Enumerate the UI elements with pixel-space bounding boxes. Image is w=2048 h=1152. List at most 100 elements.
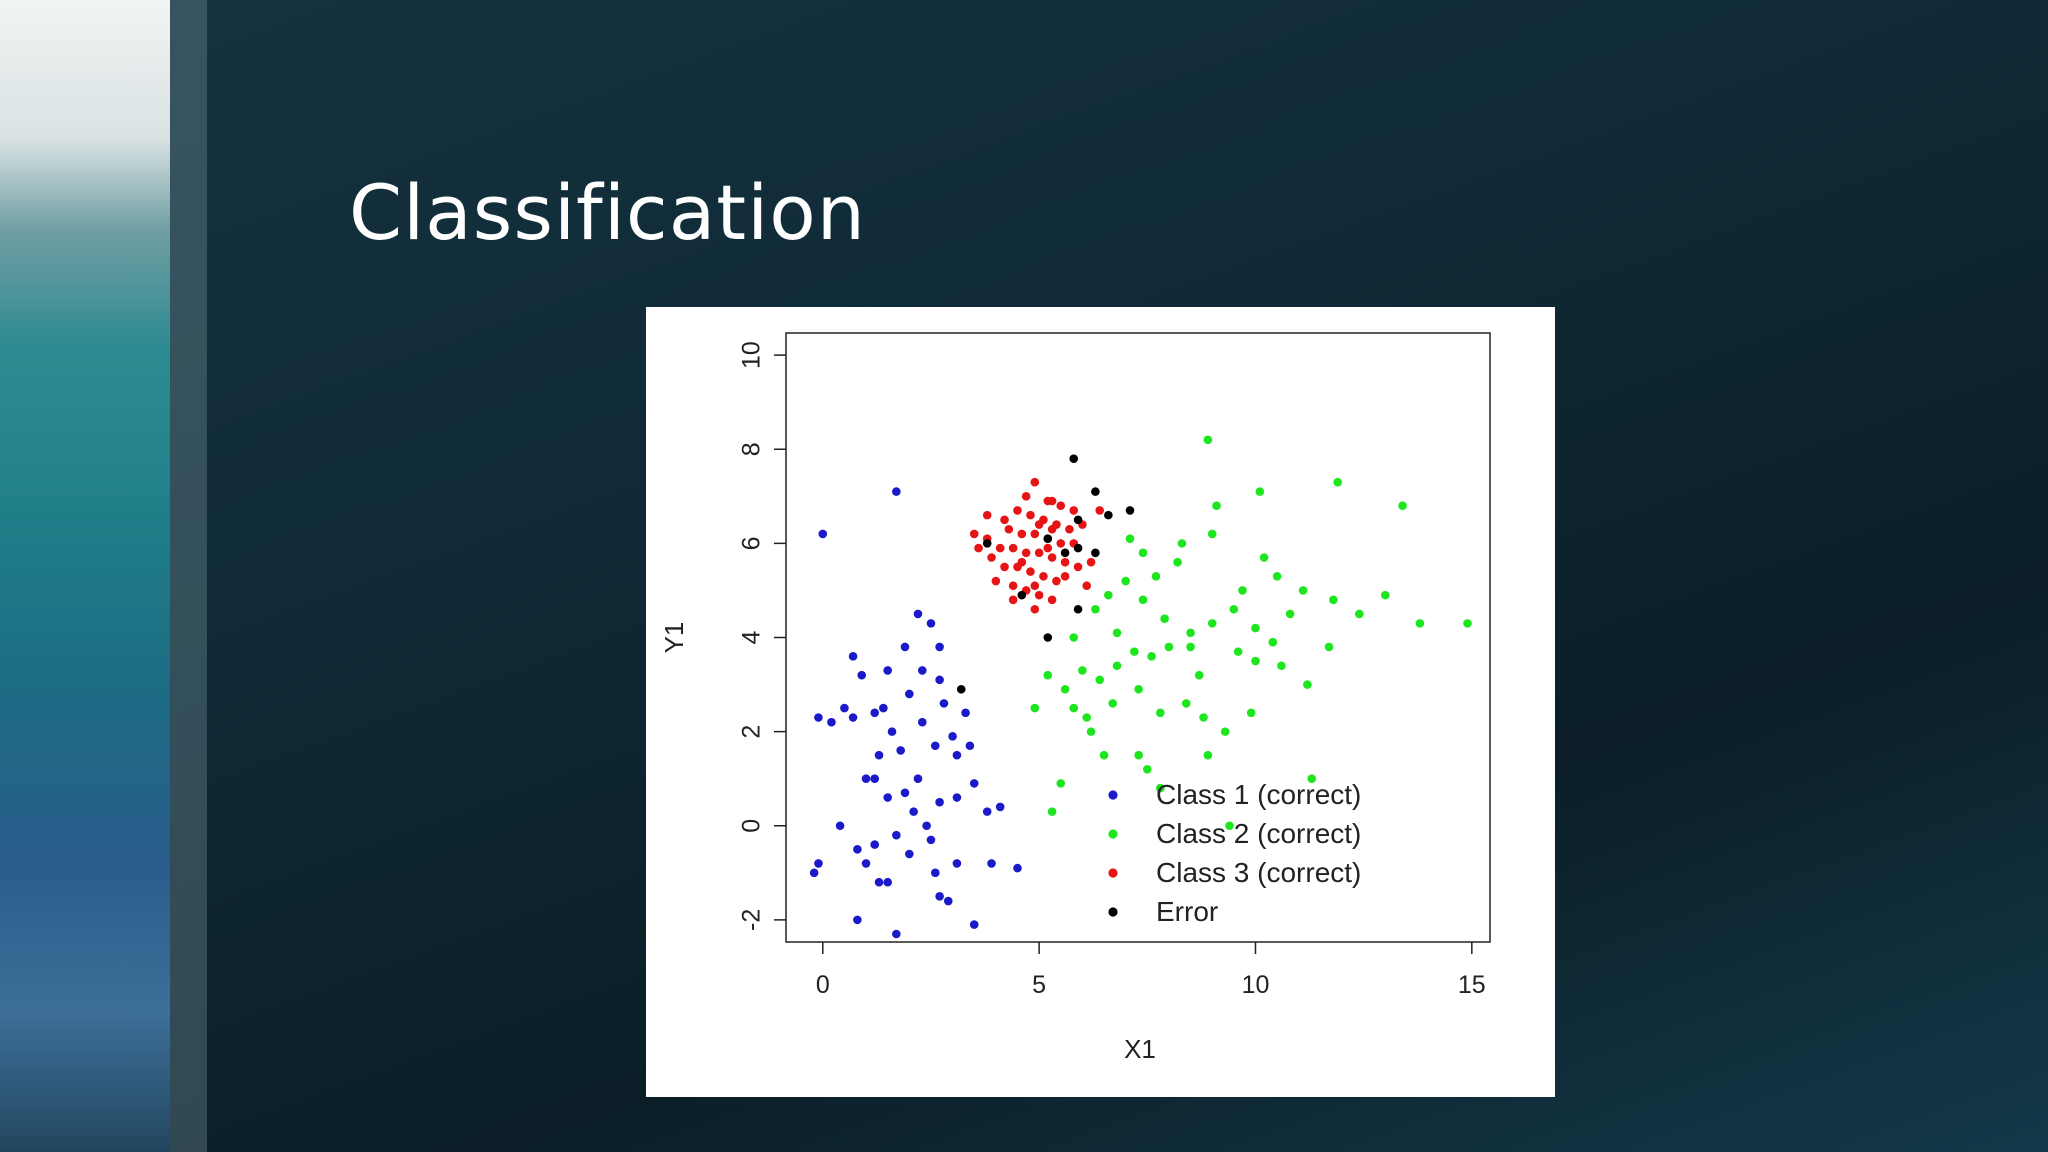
legend-label: Class 2 (correct) (1156, 818, 1361, 849)
point (1246, 708, 1256, 718)
point (1013, 863, 1022, 873)
point (987, 859, 996, 868)
point (1251, 623, 1260, 633)
point (892, 929, 901, 939)
point (913, 609, 923, 619)
point (1021, 492, 1031, 501)
point (900, 788, 910, 798)
point (935, 675, 944, 685)
point (1125, 534, 1135, 543)
point (995, 543, 1005, 553)
point (814, 713, 823, 722)
point (1069, 506, 1079, 515)
point (1463, 619, 1472, 628)
point (1056, 779, 1066, 788)
point (1030, 529, 1040, 539)
y-tick-label: 10 (738, 341, 766, 369)
wave-image (0, 0, 170, 1152)
point (883, 666, 892, 675)
point (1060, 548, 1070, 558)
point (1000, 562, 1009, 572)
point (1155, 708, 1165, 718)
point (814, 859, 823, 868)
chart: 0 5 10 15 -2 0 2 4 6 8 10 X1 Y1 Class 1 (correct) Clas… (646, 307, 1555, 1097)
point (1112, 628, 1122, 638)
y-tick-label: -2 (738, 909, 766, 931)
point (896, 746, 905, 755)
point (1091, 548, 1100, 558)
point (1043, 543, 1053, 553)
slide-title: Classification (349, 168, 866, 257)
y-tick-label: 6 (738, 536, 766, 550)
y-tick-label: 4 (738, 630, 766, 644)
point (939, 699, 949, 708)
point (1238, 586, 1247, 595)
point (909, 807, 918, 816)
x-tick-label: 10 (1242, 971, 1270, 999)
point (809, 868, 819, 878)
point (1082, 581, 1092, 591)
point (1112, 661, 1122, 671)
point (1104, 590, 1113, 600)
point (991, 576, 1001, 586)
point (1060, 557, 1070, 567)
point (1181, 699, 1191, 708)
point (1047, 553, 1057, 562)
point (969, 529, 979, 539)
point (1082, 713, 1092, 722)
point (1078, 666, 1087, 675)
point (900, 642, 910, 652)
y-axis-label: Y1 (659, 622, 689, 654)
point (870, 774, 880, 783)
point (1095, 675, 1105, 685)
point (883, 793, 892, 802)
legend-marker (1108, 829, 1118, 839)
point (853, 844, 862, 854)
point (1017, 590, 1027, 600)
point (1104, 510, 1113, 520)
point (827, 717, 836, 727)
point (1121, 576, 1130, 586)
point (1277, 661, 1286, 671)
point (1073, 562, 1083, 572)
y-tick-label: 0 (738, 819, 766, 833)
accent-strip (170, 0, 207, 1152)
point (861, 859, 871, 868)
point (926, 835, 936, 845)
point (948, 732, 957, 741)
x-axis-label: X1 (1124, 1034, 1156, 1064)
point (917, 717, 927, 727)
point (1173, 557, 1182, 567)
point (1052, 576, 1061, 586)
point (892, 487, 901, 496)
point (965, 741, 975, 751)
point (1091, 604, 1100, 614)
point (1380, 590, 1390, 600)
point (1160, 614, 1169, 623)
point (1017, 557, 1027, 567)
chart-background (646, 307, 1555, 1097)
point (1177, 539, 1187, 548)
point (1324, 642, 1334, 652)
point (1186, 642, 1195, 652)
point (982, 807, 992, 816)
point (969, 920, 979, 929)
point (1073, 515, 1083, 525)
point (1047, 595, 1057, 605)
point (905, 849, 914, 859)
point (961, 708, 970, 718)
point (1026, 510, 1035, 520)
point (1065, 524, 1074, 534)
point (1043, 670, 1053, 680)
point (1039, 572, 1048, 581)
point (1034, 590, 1044, 600)
point (1030, 604, 1040, 614)
point (870, 840, 880, 849)
point (1225, 821, 1234, 831)
point (1333, 477, 1342, 487)
point (1047, 524, 1057, 534)
point (1259, 553, 1269, 562)
point (1056, 539, 1066, 548)
x-tick-label: 0 (816, 971, 830, 999)
point (1000, 515, 1009, 525)
